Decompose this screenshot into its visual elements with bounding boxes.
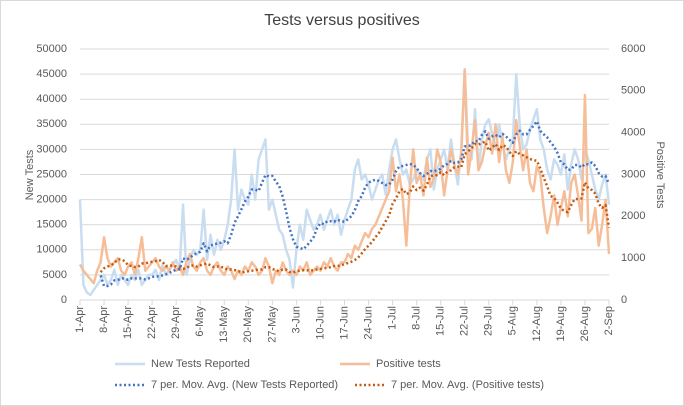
x-tick-label: 6-May bbox=[194, 306, 206, 337]
x-tick-label: 22-Apr bbox=[146, 306, 158, 339]
x-tick-label: 13-May bbox=[218, 306, 230, 343]
x-tick-label: 1-Jul bbox=[386, 306, 398, 330]
x-tick-label: 27-May bbox=[266, 306, 278, 343]
series-line bbox=[78, 68, 611, 285]
y2-axis-title: Positive Tests bbox=[654, 141, 666, 209]
y-tick-label: 35000 bbox=[36, 118, 67, 130]
y-tick-label: 30000 bbox=[36, 143, 67, 155]
x-tick-label: 10-Jun bbox=[314, 306, 326, 340]
y2-tick-label: 2000 bbox=[621, 210, 645, 222]
y-tick-label: 25000 bbox=[36, 168, 67, 180]
x-tick-label: 29-Apr bbox=[170, 306, 182, 339]
legend-label: 7 per. Mov. Avg. (Positive tests) bbox=[391, 379, 544, 391]
x-tick-label: 5-Aug bbox=[507, 306, 519, 335]
x-tick-label: 24-Jun bbox=[362, 306, 374, 340]
y-tick-label: 15000 bbox=[36, 219, 67, 231]
x-tick-label: 1-Apr bbox=[74, 306, 86, 333]
x-tick-label: 29-Jul bbox=[483, 306, 495, 336]
x-tick-label: 3-Jun bbox=[290, 306, 302, 334]
x-tick-label: 22-Jul bbox=[459, 306, 471, 336]
y2-tick-label: 5000 bbox=[621, 85, 645, 97]
legend-label: 7 per. Mov. Avg. (New Tests Reported) bbox=[151, 379, 338, 391]
y2-tick-label: 6000 bbox=[621, 43, 645, 55]
y-tick-label: 0 bbox=[61, 294, 67, 306]
x-tick-label: 2-Sep bbox=[603, 306, 615, 335]
x-tick-label: 8-Apr bbox=[98, 306, 110, 333]
y-tick-label: 50000 bbox=[36, 43, 67, 55]
series-line bbox=[99, 120, 611, 288]
x-tick-label: 15-Apr bbox=[122, 306, 134, 339]
legend-label: Positive tests bbox=[376, 358, 441, 370]
y-tick-label: 45000 bbox=[36, 68, 67, 80]
x-tick-label: 17-Jun bbox=[338, 306, 350, 340]
y2-tick-label: 0 bbox=[621, 294, 627, 306]
y2-tick-label: 1000 bbox=[621, 252, 645, 264]
y2-tick-label: 4000 bbox=[621, 127, 645, 139]
y-tick-label: 40000 bbox=[36, 93, 67, 105]
y2-tick-label: 3000 bbox=[621, 168, 645, 180]
legend-label: New Tests Reported bbox=[151, 358, 250, 370]
y-axis-title: New Tests bbox=[24, 149, 36, 200]
x-tick-label: 8-Jul bbox=[411, 306, 423, 330]
y-tick-label: 20000 bbox=[36, 194, 67, 206]
x-tick-label: 19-Aug bbox=[555, 306, 567, 341]
series-line bbox=[99, 140, 611, 274]
y-tick-label: 5000 bbox=[43, 269, 67, 281]
x-tick-label: 26-Aug bbox=[579, 306, 591, 341]
y-tick-label: 10000 bbox=[36, 244, 67, 256]
x-tick-label: 15-Jul bbox=[435, 306, 447, 336]
x-tick-label: 20-May bbox=[242, 306, 254, 343]
x-tick-label: 12-Aug bbox=[531, 306, 543, 341]
series-line bbox=[78, 67, 611, 297]
chart-title: Tests versus positives bbox=[264, 12, 420, 29]
